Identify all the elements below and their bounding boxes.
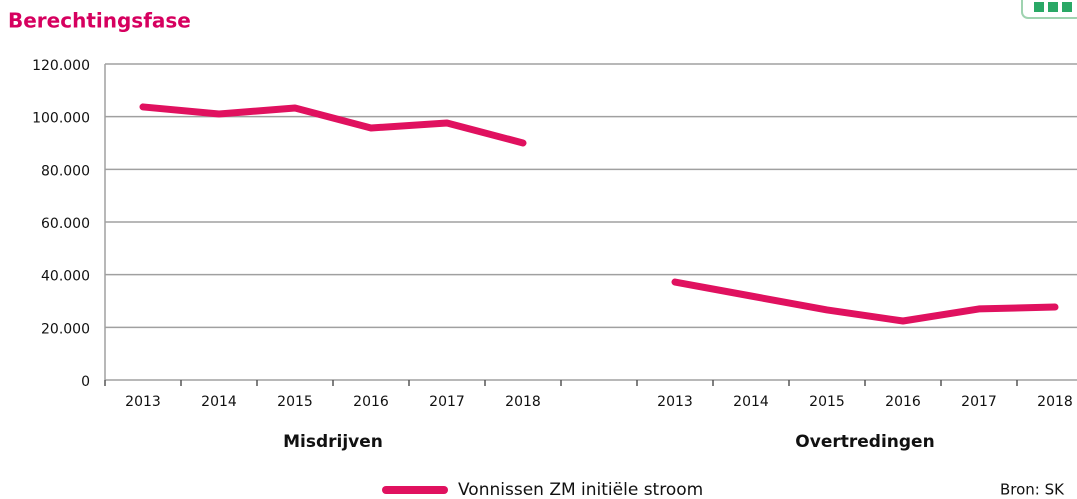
y-tick-label: 20.000 (41, 321, 90, 337)
x-tick-label: 2016 (353, 394, 389, 410)
y-tick-label: 60.000 (41, 216, 90, 232)
x-tick-label: 2013 (657, 394, 693, 410)
line (139, 103, 527, 147)
x-tick-label: 2017 (429, 394, 465, 410)
x-tick-label: 2015 (277, 394, 313, 410)
x-tick-label: 2014 (733, 394, 769, 410)
y-tick-label: 100.000 (32, 111, 90, 127)
x-tick-label: 2018 (1037, 394, 1073, 410)
legend-label: Vonnissen ZM initiële stroom (458, 480, 703, 499)
group-label: Overtredingen (795, 432, 934, 452)
x-tick-label: 2017 (961, 394, 997, 410)
icon (1062, 2, 1072, 12)
y-tick-label: 120.000 (32, 58, 90, 74)
icon (1021, 0, 1077, 19)
line (671, 278, 1059, 325)
y-tick-label: 80.000 (41, 163, 90, 179)
x-tick-label: 2014 (201, 394, 237, 410)
source: Bron: SK (1000, 481, 1065, 499)
chart-title: Berechtingsfase (8, 9, 191, 33)
x-tick-label: 2016 (885, 394, 921, 410)
group-label: Misdrijven (283, 432, 383, 452)
x-tick-label: 2013 (125, 394, 161, 410)
y-tick-label: 0 (81, 374, 90, 390)
icon (1034, 2, 1044, 12)
y-tick-label: 40.000 (41, 269, 90, 285)
x-tick-label: 2015 (809, 394, 845, 410)
icon (1048, 2, 1058, 12)
x-tick-label: 2018 (505, 394, 541, 410)
